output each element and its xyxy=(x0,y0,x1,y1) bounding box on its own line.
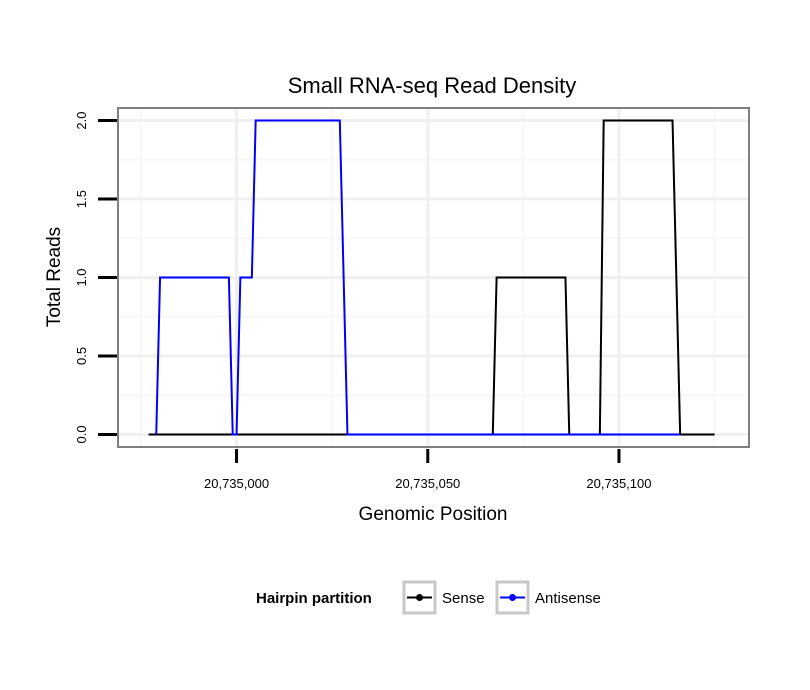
chart-title: Small RNA-seq Read Density xyxy=(288,73,577,98)
legend: Hairpin partition Sense Antisense xyxy=(256,580,601,615)
legend-label-sense: Sense xyxy=(442,590,485,607)
series-line-antisense xyxy=(155,119,681,436)
y-tick-label: 1.0 xyxy=(74,268,89,286)
legend-key-point-antisense xyxy=(509,594,516,601)
x-tick-label: 20,735,000 xyxy=(204,476,269,491)
y-tick-label: 0.0 xyxy=(74,425,89,443)
x-axis-title: Genomic Position xyxy=(359,504,508,525)
y-axis-title: Total Reads xyxy=(44,227,65,327)
x-tick-label: 20,735,100 xyxy=(586,476,651,491)
y-tick-label: 2.0 xyxy=(74,112,89,130)
y-tick-label: 1.5 xyxy=(74,190,89,208)
y-tick-label: 0.5 xyxy=(74,347,89,365)
plot-panel-border xyxy=(117,107,750,448)
legend-label-antisense: Antisense xyxy=(535,590,601,607)
axis-layer: 20,735,000 20,735,050 20,735,100 0.0 0.5 1.0 1… xyxy=(74,112,652,491)
legend-key-point-sense xyxy=(416,594,423,601)
x-tick-label: 20,735,050 xyxy=(395,476,460,491)
legend-title: Hairpin partition xyxy=(256,590,372,607)
series-layer xyxy=(148,119,715,436)
